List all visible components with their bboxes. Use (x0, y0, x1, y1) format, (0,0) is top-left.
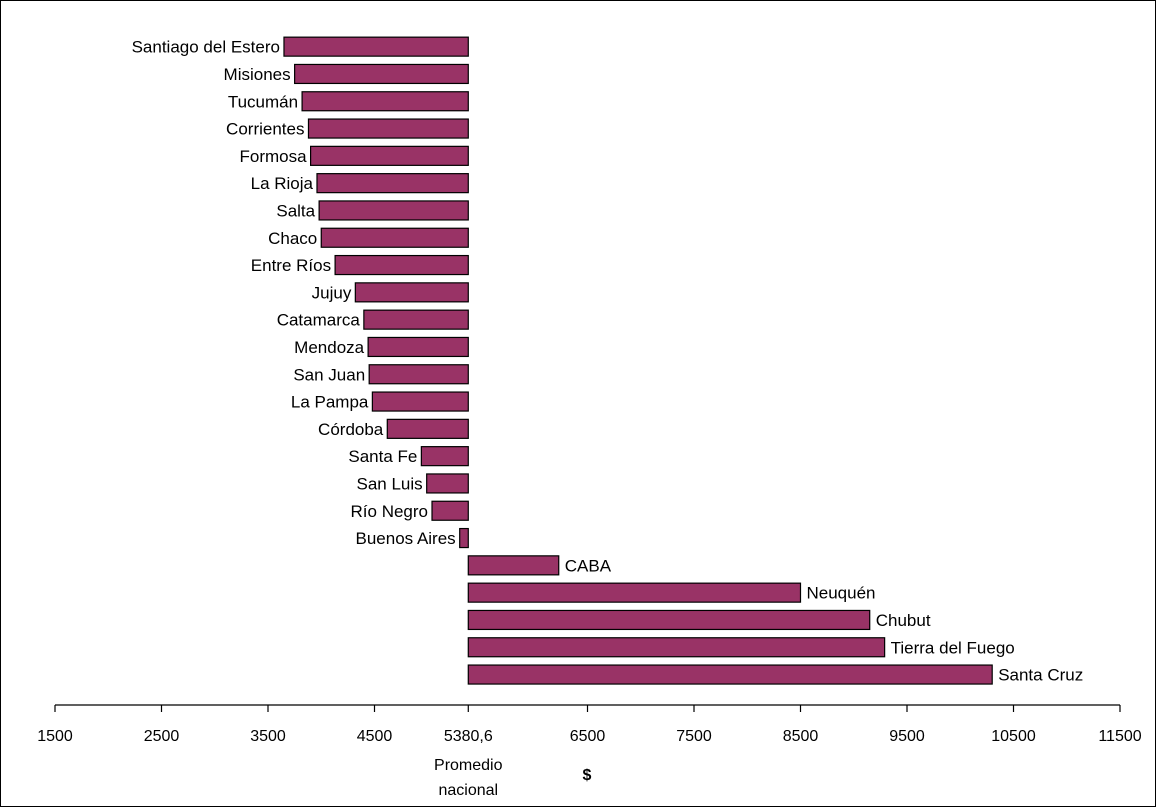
bar-9 (354, 282, 469, 303)
category-label: Tierra del Fuego (891, 638, 1015, 657)
category-label: La Pampa (291, 393, 369, 412)
bar-14 (386, 418, 469, 439)
category-labels: Santiago del Estero Misiones Tucumán Corrie… (132, 38, 1084, 685)
category-label: Córdoba (318, 420, 384, 439)
category-label: Neuquén (807, 584, 876, 603)
bar-18 (459, 527, 469, 549)
bar-20 (467, 582, 802, 603)
x-tick-label: 7500 (676, 728, 712, 745)
category-label: Formosa (240, 147, 308, 166)
bar-0 (283, 36, 469, 57)
bar-2 (301, 91, 469, 112)
x-axis: 1500 2500 3500 4500 5380,6 6500 7500 8500 9500 10… (37, 704, 1142, 799)
bar-3 (307, 118, 469, 139)
x-tick-label: 9500 (889, 728, 925, 745)
bar-23 (467, 664, 993, 685)
category-label: Catamarca (277, 311, 361, 330)
category-label: Mendoza (294, 338, 364, 357)
category-label: La Rioja (251, 174, 314, 193)
x-tick-label: 6500 (570, 728, 606, 745)
x-tick-label: 8500 (783, 728, 819, 745)
category-label: Jujuy (312, 283, 352, 302)
category-label: Corrientes (226, 120, 304, 139)
bar-17 (431, 500, 469, 521)
bar-11 (367, 336, 469, 358)
x-tick-label: 4500 (357, 728, 393, 745)
category-label: Santiago del Estero (132, 38, 280, 57)
bars-group (283, 36, 993, 685)
x-tick-label: 11500 (1098, 728, 1141, 745)
x-tick-label: 1500 (37, 728, 73, 745)
baseline-annotation: Promedio (434, 757, 503, 774)
category-label: Santa Cruz (998, 666, 1083, 685)
bar-13 (371, 391, 469, 412)
category-label: Buenos Aires (356, 529, 456, 548)
category-label: Santa Fe (348, 447, 417, 466)
x-tick-label: 3500 (250, 728, 286, 745)
x-tick-label: 10500 (991, 728, 1036, 745)
bar-15 (420, 446, 469, 467)
bar-1 (294, 63, 469, 85)
category-label: Salta (276, 201, 315, 220)
category-label: Río Negro (351, 502, 428, 521)
bar-6 (318, 200, 469, 221)
bar-21 (467, 609, 871, 631)
category-label: Entre Ríos (251, 256, 331, 275)
category-label: Chubut (876, 611, 931, 630)
x-tick-label: 5380,6 (444, 728, 493, 745)
category-label: Misiones (224, 65, 291, 84)
x-tick-label: 2500 (144, 728, 180, 745)
bar-16 (426, 473, 469, 494)
category-label: San Juan (293, 365, 365, 384)
bar-19 (467, 555, 560, 576)
category-label: Chaco (268, 229, 317, 248)
bar-12 (368, 364, 469, 385)
bar-4 (310, 145, 469, 166)
bar-8 (334, 254, 469, 276)
bar-10 (363, 309, 469, 330)
bar-7 (320, 227, 469, 248)
category-label: CABA (565, 556, 612, 575)
baseline-annotation: nacional (438, 782, 498, 799)
x-axis-title: $ (583, 767, 592, 784)
category-label: Tucumán (228, 92, 298, 111)
category-label: San Luis (357, 474, 423, 493)
bar-5 (316, 173, 469, 194)
bar-22 (467, 637, 886, 658)
